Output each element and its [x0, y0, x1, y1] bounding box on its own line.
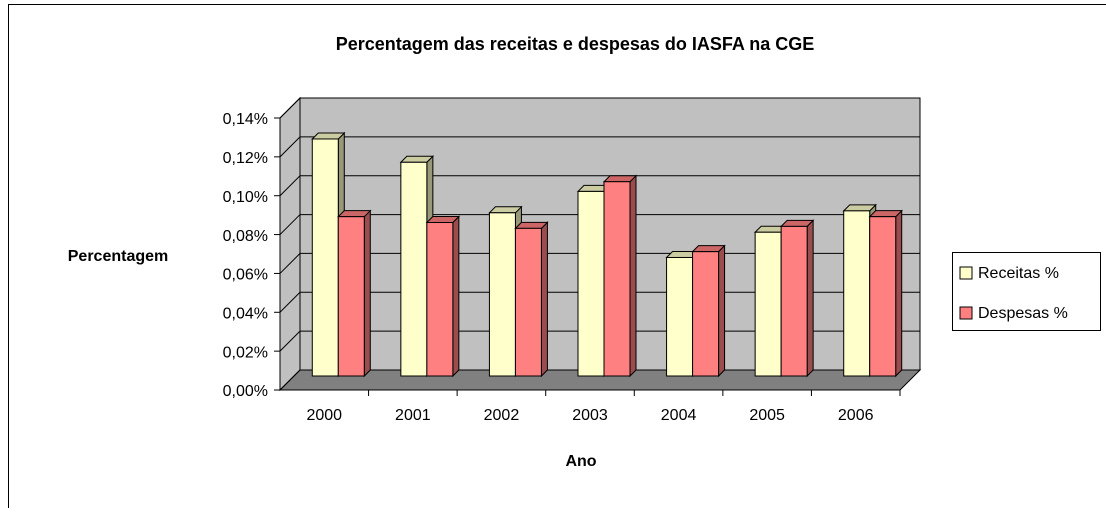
bar-top: [604, 176, 636, 182]
bar-top: [489, 207, 521, 213]
bar: [489, 213, 515, 376]
bar: [515, 228, 541, 376]
bar-side: [896, 211, 902, 376]
side-wall: [280, 98, 300, 390]
bar: [667, 257, 693, 376]
bar-top: [844, 205, 876, 211]
bar: [604, 182, 630, 376]
legend-label: Despesas %: [978, 305, 1068, 322]
bar-top: [693, 246, 725, 252]
y-tick-label: 0,12%: [223, 150, 268, 167]
x-tick-label: 2004: [661, 407, 697, 424]
bar-side: [364, 211, 370, 376]
y-tick-label: 0,02%: [223, 344, 268, 361]
x-tick-label: 2006: [838, 407, 874, 424]
bar: [693, 252, 719, 376]
bar: [312, 139, 338, 376]
bar-top: [427, 217, 459, 223]
y-tick-label: 0,10%: [223, 189, 268, 206]
bar: [844, 211, 870, 376]
bar-top: [401, 156, 433, 162]
y-tick-label: 0,08%: [223, 228, 268, 245]
bar: [338, 217, 364, 376]
y-axis-label: Percentagem: [68, 248, 169, 265]
x-axis-label: Ano: [565, 453, 596, 470]
chart-title: Percentagem das receitas e despesas do I…: [336, 34, 815, 54]
legend-swatch: [960, 307, 972, 319]
bar-side: [719, 246, 725, 376]
bar-top: [338, 211, 370, 217]
bar: [755, 232, 781, 376]
legend-swatch: [960, 267, 972, 279]
bar-top: [312, 133, 344, 139]
y-tick-label: 0,04%: [223, 306, 268, 323]
x-tick-label: 2005: [749, 407, 785, 424]
bar: [427, 223, 453, 376]
bar: [870, 217, 896, 376]
x-tick-label: 2003: [572, 407, 608, 424]
legend-label: Receitas %: [978, 265, 1059, 282]
y-tick-label: 0,14%: [223, 111, 268, 128]
y-tick-label: 0,00%: [223, 383, 268, 400]
bar-top: [781, 220, 813, 226]
x-tick-label: 2002: [484, 407, 520, 424]
bar-side: [453, 217, 459, 376]
bar-side: [630, 176, 636, 376]
bar-side: [541, 222, 547, 376]
bar: [781, 226, 807, 376]
x-tick-label: 2000: [306, 407, 342, 424]
bar-side: [807, 220, 813, 376]
bar: [401, 162, 427, 376]
bar-top: [515, 222, 547, 228]
y-tick-label: 0,06%: [223, 267, 268, 284]
bar: [578, 191, 604, 376]
x-tick-label: 2001: [395, 407, 431, 424]
bar-top: [870, 211, 902, 217]
